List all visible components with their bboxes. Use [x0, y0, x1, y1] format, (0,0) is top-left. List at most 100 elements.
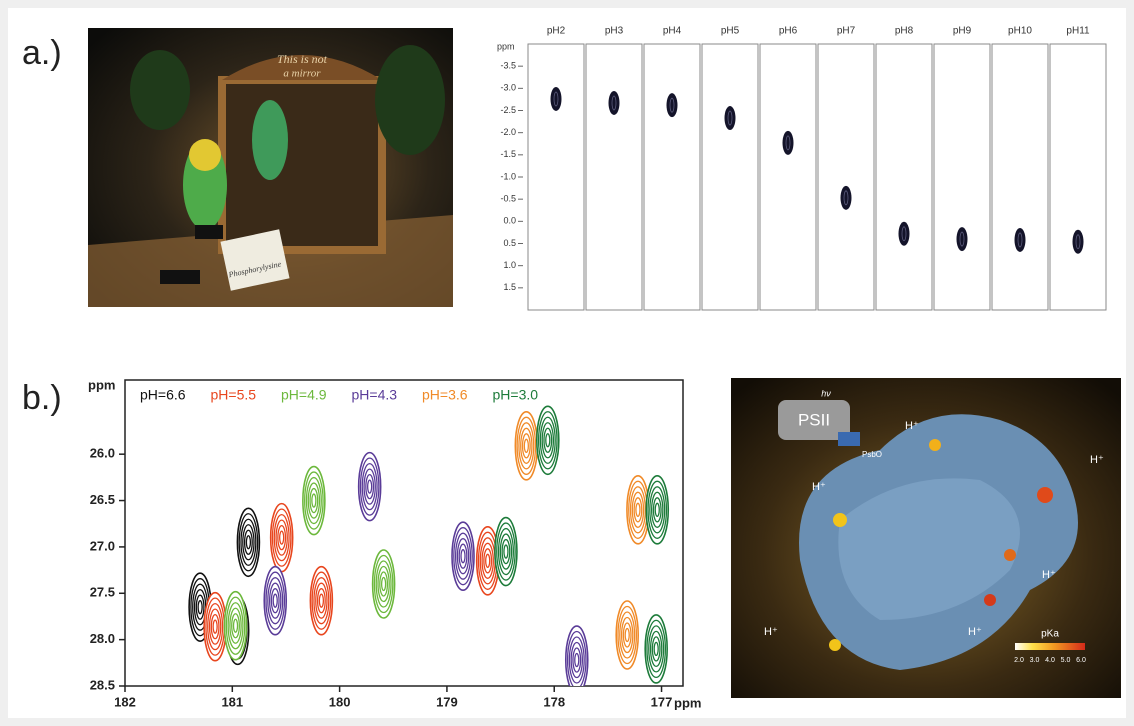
photo-text: 6.0: [1076, 657, 1086, 664]
y-tick-label: -1.0: [500, 171, 516, 181]
y-tick-label: 27.5: [90, 585, 115, 600]
peak: [1015, 228, 1026, 252]
photo-text: This is not: [277, 52, 328, 66]
y-tick-label: -1.5: [500, 149, 516, 159]
y-tick-label: 27.0: [90, 538, 115, 553]
peak-contour: [667, 93, 678, 117]
photo-text: H⁺: [812, 481, 826, 493]
photo-text: PSII: [798, 410, 830, 429]
x-tick-label: pH7: [837, 26, 856, 37]
y-tick-label: -3.5: [500, 61, 516, 71]
peak-contour: [1073, 230, 1084, 254]
peak: [271, 504, 293, 572]
legend-label: pH=5.5: [211, 387, 257, 403]
panel-label: b.): [22, 379, 62, 417]
legend-label: pH=4.9: [281, 387, 327, 403]
strip: [760, 44, 816, 310]
peak: [1073, 230, 1084, 254]
peak: [452, 522, 474, 590]
peak-contour: [609, 91, 620, 115]
legend-label: pH=6.6: [140, 387, 186, 403]
y-tick-label: 0.0: [503, 216, 516, 226]
strip: [992, 44, 1048, 310]
peak: [237, 508, 259, 576]
y-tick-label: 26.0: [90, 446, 115, 461]
legend-label: pH=4.3: [352, 387, 398, 403]
x-tick-label: pH4: [663, 26, 682, 37]
y-tick-label: -3.0: [500, 83, 516, 93]
strip: [1050, 44, 1106, 310]
y-tick-label: -0.5: [500, 194, 516, 204]
peak-contour: [783, 131, 794, 155]
y-axis-label: ppm: [497, 41, 515, 51]
x-tick-label: pH9: [953, 26, 972, 37]
peak: [204, 593, 226, 661]
x-tick-label: 182: [114, 694, 136, 709]
y-tick-label: -2.5: [500, 105, 516, 115]
peak: [264, 567, 286, 635]
y-tick-label: 1.0: [503, 260, 516, 270]
photo-text: pKa: [1041, 629, 1059, 640]
strip: [702, 44, 758, 310]
x-tick-label: pH8: [895, 26, 914, 37]
photo-text: H⁺: [968, 626, 982, 638]
x-tick-label: pH2: [547, 26, 566, 37]
photo-text: H⁺: [1042, 569, 1056, 581]
y-tick-label: 28.5: [90, 677, 115, 692]
peak: [373, 550, 395, 618]
peak-contour: [957, 227, 968, 251]
photo-text: a mirror: [283, 68, 321, 80]
y-axis-label: ppm: [88, 377, 115, 392]
photo-text: H⁺: [764, 626, 778, 638]
photo-text: 5.0: [1061, 657, 1071, 664]
peak: [359, 453, 381, 521]
x-tick-label: 178: [543, 694, 565, 709]
y-tick-label: 26.5: [90, 492, 115, 507]
strip: [528, 44, 584, 310]
peak: [957, 227, 968, 251]
peak: [566, 626, 588, 694]
peak: [609, 91, 620, 115]
x-tick-label: 181: [221, 694, 243, 709]
x-tick-label: 180: [329, 694, 351, 709]
photo-text: PsbO: [862, 450, 882, 459]
peak: [645, 615, 667, 683]
legend-label: pH=3.0: [493, 387, 539, 403]
photo-text: 4.0: [1045, 657, 1055, 664]
peak: [616, 601, 638, 669]
peak-contour: [551, 87, 562, 111]
figure: a.) b.) This is not a mirror Phosphoryly…: [0, 0, 1134, 726]
x-tick-label: 177: [651, 694, 673, 709]
peak: [725, 106, 736, 130]
peak: [310, 567, 332, 635]
peak: [667, 93, 678, 117]
strip: [876, 44, 932, 310]
panel-label: a.): [22, 34, 62, 72]
peak-contour: [899, 222, 910, 246]
peak-contour: [725, 106, 736, 130]
peak: [537, 406, 559, 474]
peak: [225, 592, 247, 660]
photo-text: H⁺: [905, 420, 919, 432]
y-tick-label: 1.5: [503, 282, 516, 292]
x-axis-label: ppm: [674, 695, 701, 710]
y-tick-label: 0.5: [503, 238, 516, 248]
photo-text: hν: [821, 388, 831, 398]
peak: [783, 131, 794, 155]
x-tick-label: 179: [436, 694, 458, 709]
x-tick-label: pH6: [779, 26, 798, 37]
peak: [841, 186, 852, 210]
strip: [586, 44, 642, 310]
peak: [551, 87, 562, 111]
peak-contour: [841, 186, 852, 210]
x-tick-label: pH11: [1066, 26, 1090, 37]
photo-text: H⁺: [1090, 454, 1104, 466]
photo-text: 3.0: [1030, 657, 1040, 664]
y-tick-label: 28.0: [90, 631, 115, 646]
x-tick-label: pH5: [721, 26, 740, 37]
peak-contour: [1015, 228, 1026, 252]
peak: [495, 518, 517, 586]
peak: [303, 467, 325, 535]
strip: [934, 44, 990, 310]
strip: [818, 44, 874, 310]
